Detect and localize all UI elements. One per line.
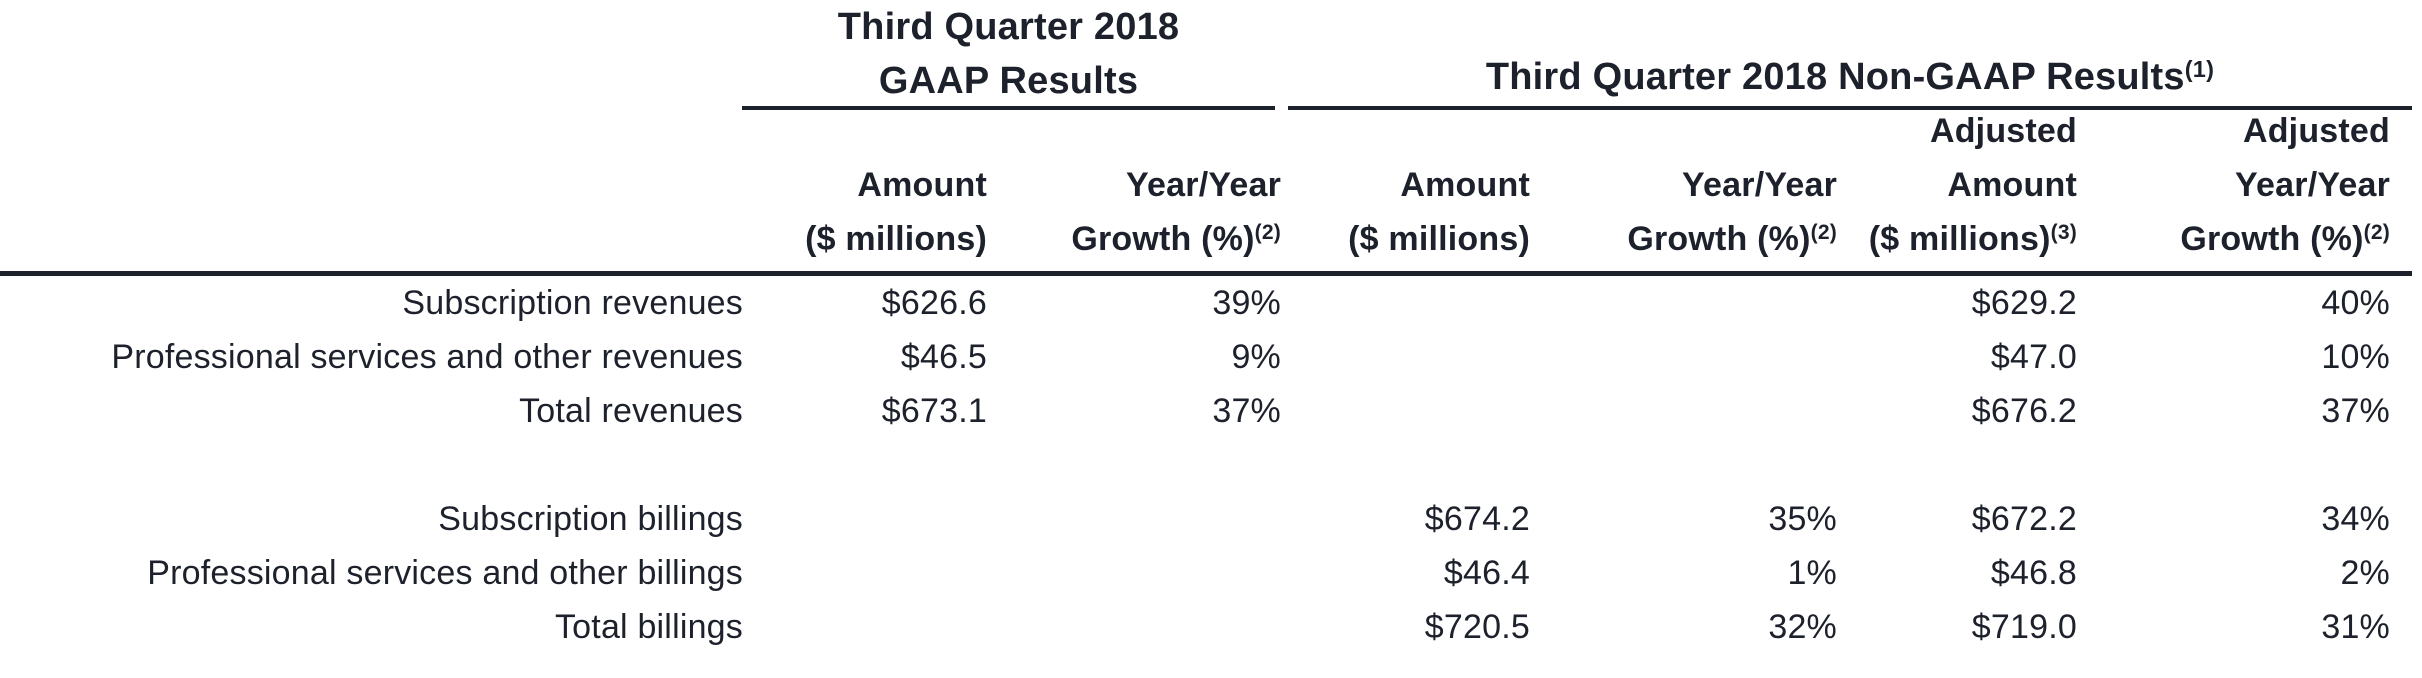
row-label: Total revenues bbox=[519, 392, 743, 430]
gaap-title-line2: GAAP Results bbox=[878, 60, 1139, 102]
gaap-section-title: Third Quarter 2018 GAAP Results bbox=[742, 0, 1275, 108]
footnote-marker-2: (2) bbox=[2363, 221, 2390, 245]
gaap-amount-value: $626.6 bbox=[881, 284, 987, 322]
footnote-marker-3: (3) bbox=[2050, 221, 2077, 245]
gaap-amount-value bbox=[743, 546, 987, 600]
gaap-growth-value: 37% bbox=[1212, 392, 1281, 430]
gaap-growth-value: 39% bbox=[1212, 284, 1281, 322]
gaap-section-underline bbox=[742, 106, 1275, 110]
adjusted-amount-value: $46.8 bbox=[1990, 554, 2077, 592]
nongaap-growth-value: 1% bbox=[1787, 554, 1837, 592]
adjusted-growth-value: 37% bbox=[2321, 392, 2390, 430]
non-gaap-section-title: Third Quarter 2018 Non-GAAP Results(1) bbox=[1288, 0, 2412, 108]
adjusted-growth-value: 10% bbox=[2321, 338, 2390, 376]
table-body: Subscription revenues $626.6 39% $629.2 … bbox=[0, 276, 2390, 654]
column-header-nongaap-growth: Year/Year Growth (%)(2) bbox=[1627, 166, 1837, 258]
adjusted-amount-value: $719.0 bbox=[1971, 608, 2077, 646]
nongaap-amount-value: $674.2 bbox=[1424, 500, 1530, 538]
gaap-growth-value bbox=[987, 600, 1281, 654]
nongaap-amount-value bbox=[1281, 330, 1530, 384]
adjusted-growth-value: 2% bbox=[2340, 554, 2390, 592]
blank-spacer-row bbox=[0, 438, 2390, 492]
nongaap-growth-value bbox=[1530, 384, 1837, 438]
column-header-adjusted-growth: Adjusted Year/Year Growth (%)(2) bbox=[2180, 112, 2390, 258]
nongaap-growth-value: 32% bbox=[1768, 608, 1837, 646]
column-header-adjusted-amount: Adjusted Amount ($ millions)(3) bbox=[1868, 112, 2077, 258]
gaap-amount-value: $673.1 bbox=[881, 392, 987, 430]
footnote-marker-2: (2) bbox=[1254, 221, 1281, 245]
nongaap-growth-value bbox=[1530, 276, 1837, 330]
adjusted-amount-value: $672.2 bbox=[1971, 500, 2077, 538]
row-label: Professional services and other revenues bbox=[111, 338, 743, 376]
nongaap-amount-value: $46.4 bbox=[1443, 554, 1530, 592]
adjusted-amount-value: $629.2 bbox=[1971, 284, 2077, 322]
column-header-gaap-growth: Year/Year Growth (%)(2) bbox=[1071, 166, 1281, 258]
row-label: Professional services and other billings bbox=[147, 554, 743, 592]
gaap-title-line1: Third Quarter 2018 bbox=[837, 6, 1180, 48]
column-header-rowlabels bbox=[0, 104, 743, 266]
adjusted-growth-value: 31% bbox=[2321, 608, 2390, 646]
gaap-amount-value bbox=[743, 492, 987, 546]
nongaap-growth-value bbox=[1530, 330, 1837, 384]
footnote-marker-1: (1) bbox=[2184, 56, 2215, 83]
row-label: Total billings bbox=[554, 608, 743, 646]
adjusted-amount-value: $676.2 bbox=[1971, 392, 2077, 430]
non-gaap-section-underline bbox=[1288, 106, 2412, 110]
table-header-separator-line bbox=[0, 271, 2412, 276]
nongaap-growth-value: 35% bbox=[1768, 500, 1837, 538]
gaap-amount-value: $46.5 bbox=[900, 338, 987, 376]
nongaap-amount-value bbox=[1281, 276, 1530, 330]
row-label: Subscription revenues bbox=[402, 284, 743, 322]
gaap-growth-value bbox=[987, 546, 1281, 600]
gaap-amount-value bbox=[743, 600, 987, 654]
gaap-growth-value: 9% bbox=[1231, 338, 1281, 376]
adjusted-growth-value: 34% bbox=[2321, 500, 2390, 538]
footnote-marker-2: (2) bbox=[1810, 221, 1837, 245]
column-header-gaap-amount: Amount ($ millions) bbox=[805, 166, 987, 258]
gaap-growth-value bbox=[987, 492, 1281, 546]
column-header-nongaap-amount: Amount ($ millions) bbox=[1348, 166, 1530, 258]
nongaap-amount-value: $720.5 bbox=[1424, 608, 1530, 646]
non-gaap-title-text: Third Quarter 2018 Non-GAAP Results(1) bbox=[1485, 56, 2215, 98]
adjusted-amount-value: $47.0 bbox=[1990, 338, 2077, 376]
nongaap-amount-value bbox=[1281, 384, 1530, 438]
adjusted-growth-value: 40% bbox=[2321, 284, 2390, 322]
column-headers: Amount ($ millions) Year/Year Growth (%)… bbox=[0, 104, 2390, 266]
row-label: Subscription billings bbox=[438, 500, 743, 538]
